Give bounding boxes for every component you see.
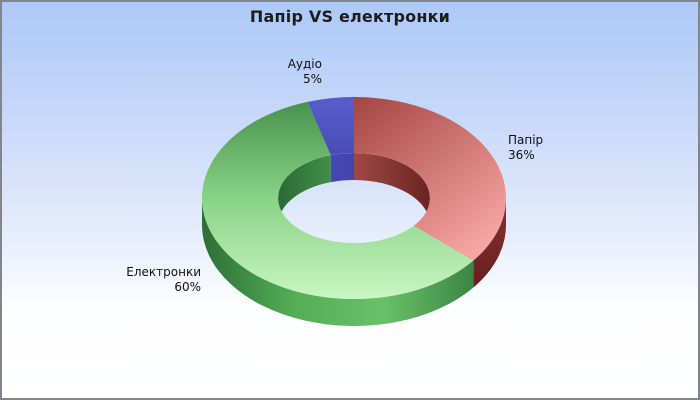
donut-slice-paper[interactable] <box>354 97 507 261</box>
donut-inner-wall-ebooks <box>278 155 331 225</box>
chart-title: Папір VS електронки <box>249 7 451 26</box>
slice-label-audio-name: Аудіо <box>287 57 322 71</box>
slice-label-paper-pct: 36% <box>508 148 535 162</box>
donut-inner-wall-paper <box>354 153 430 225</box>
slice-label-ebooks: Електронки 60% <box>126 265 201 295</box>
slice-label-ebooks-name: Електронки <box>126 265 201 279</box>
donut-slice-ebooks[interactable] <box>201 101 474 300</box>
slice-label-paper-name: Папір <box>508 133 544 147</box>
slice-label-audio: Аудіо 5% <box>288 57 322 87</box>
donut-outer-wall-paper <box>473 198 507 288</box>
slice-label-paper: Папір 36% <box>508 133 543 163</box>
slice-label-audio-pct: 5% <box>302 72 322 86</box>
donut-slice-audio[interactable] <box>307 97 354 156</box>
slice-label-ebooks-pct: 60% <box>174 280 201 294</box>
donut-outer-wall-ebooks <box>202 198 474 327</box>
donut-inner-wall-audio <box>330 153 354 183</box>
